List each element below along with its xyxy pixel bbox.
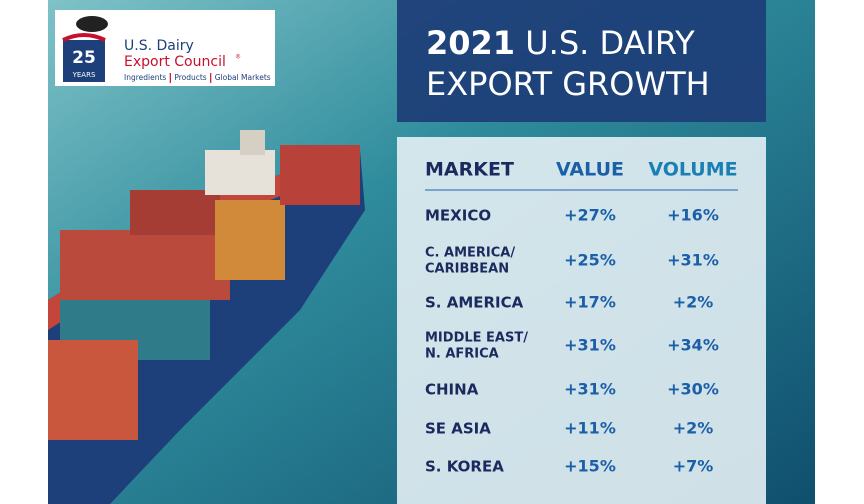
tagline-item: Products xyxy=(174,73,206,82)
logo-registered: ® xyxy=(235,54,241,61)
value-growth: +15% xyxy=(564,457,616,476)
table-panel xyxy=(397,137,766,504)
tagline-item: Ingredients xyxy=(124,73,166,82)
column-header: VOLUME xyxy=(648,159,737,181)
volume-growth: +30% xyxy=(667,380,719,399)
market-name: MIDDLE EAST/ xyxy=(425,331,528,346)
title-box xyxy=(397,0,766,122)
value-growth: +11% xyxy=(564,419,616,438)
title-text: U.S. DAIRY xyxy=(525,24,695,62)
logo-cow xyxy=(76,16,108,32)
value-growth: +31% xyxy=(564,336,616,355)
market-name: S. AMERICA xyxy=(425,294,524,312)
title: 2021 U.S. DAIRY xyxy=(426,24,695,62)
ship xyxy=(48,130,365,504)
column-header: VALUE xyxy=(556,159,624,181)
value-growth: +27% xyxy=(564,206,616,225)
volume-growth: +31% xyxy=(667,251,719,270)
volume-growth: +2% xyxy=(673,419,714,438)
volume-growth: +7% xyxy=(673,457,714,476)
column-header: MARKET xyxy=(425,159,514,181)
volume-growth: +16% xyxy=(667,206,719,225)
logo-years-number: 25 xyxy=(72,48,96,68)
logo-name: U.S. Dairy xyxy=(124,38,194,54)
market-name: S. KOREA xyxy=(425,458,504,476)
title-year: 2021 xyxy=(426,24,515,62)
logo-tagline: Ingredients Products Global Markets xyxy=(124,73,271,83)
market-name: SE ASIA xyxy=(425,420,491,438)
logo-name: Export Council xyxy=(124,54,226,70)
table: MARKET VALUE VOLUME MEXICO +27% +16% C. AMERIC… xyxy=(425,159,738,476)
title-text: EXPORT GROWTH xyxy=(426,65,710,103)
value-growth: +31% xyxy=(564,380,616,399)
logo-years-word: YEARS xyxy=(72,71,96,79)
volume-growth: +2% xyxy=(673,293,714,312)
tagline-item: Global Markets xyxy=(215,73,271,82)
logo-swoosh xyxy=(62,33,106,42)
value-growth: +25% xyxy=(564,251,616,270)
market-name: N. AFRICA xyxy=(425,347,499,362)
logo-badge xyxy=(63,40,105,82)
volume-growth: +34% xyxy=(667,336,719,355)
market-name: C. AMERICA/ xyxy=(425,246,515,261)
value-growth: +17% xyxy=(564,293,616,312)
market-name: MEXICO xyxy=(425,207,491,225)
market-name: CARIBBEAN xyxy=(425,262,509,277)
market-name: CHINA xyxy=(425,381,479,399)
